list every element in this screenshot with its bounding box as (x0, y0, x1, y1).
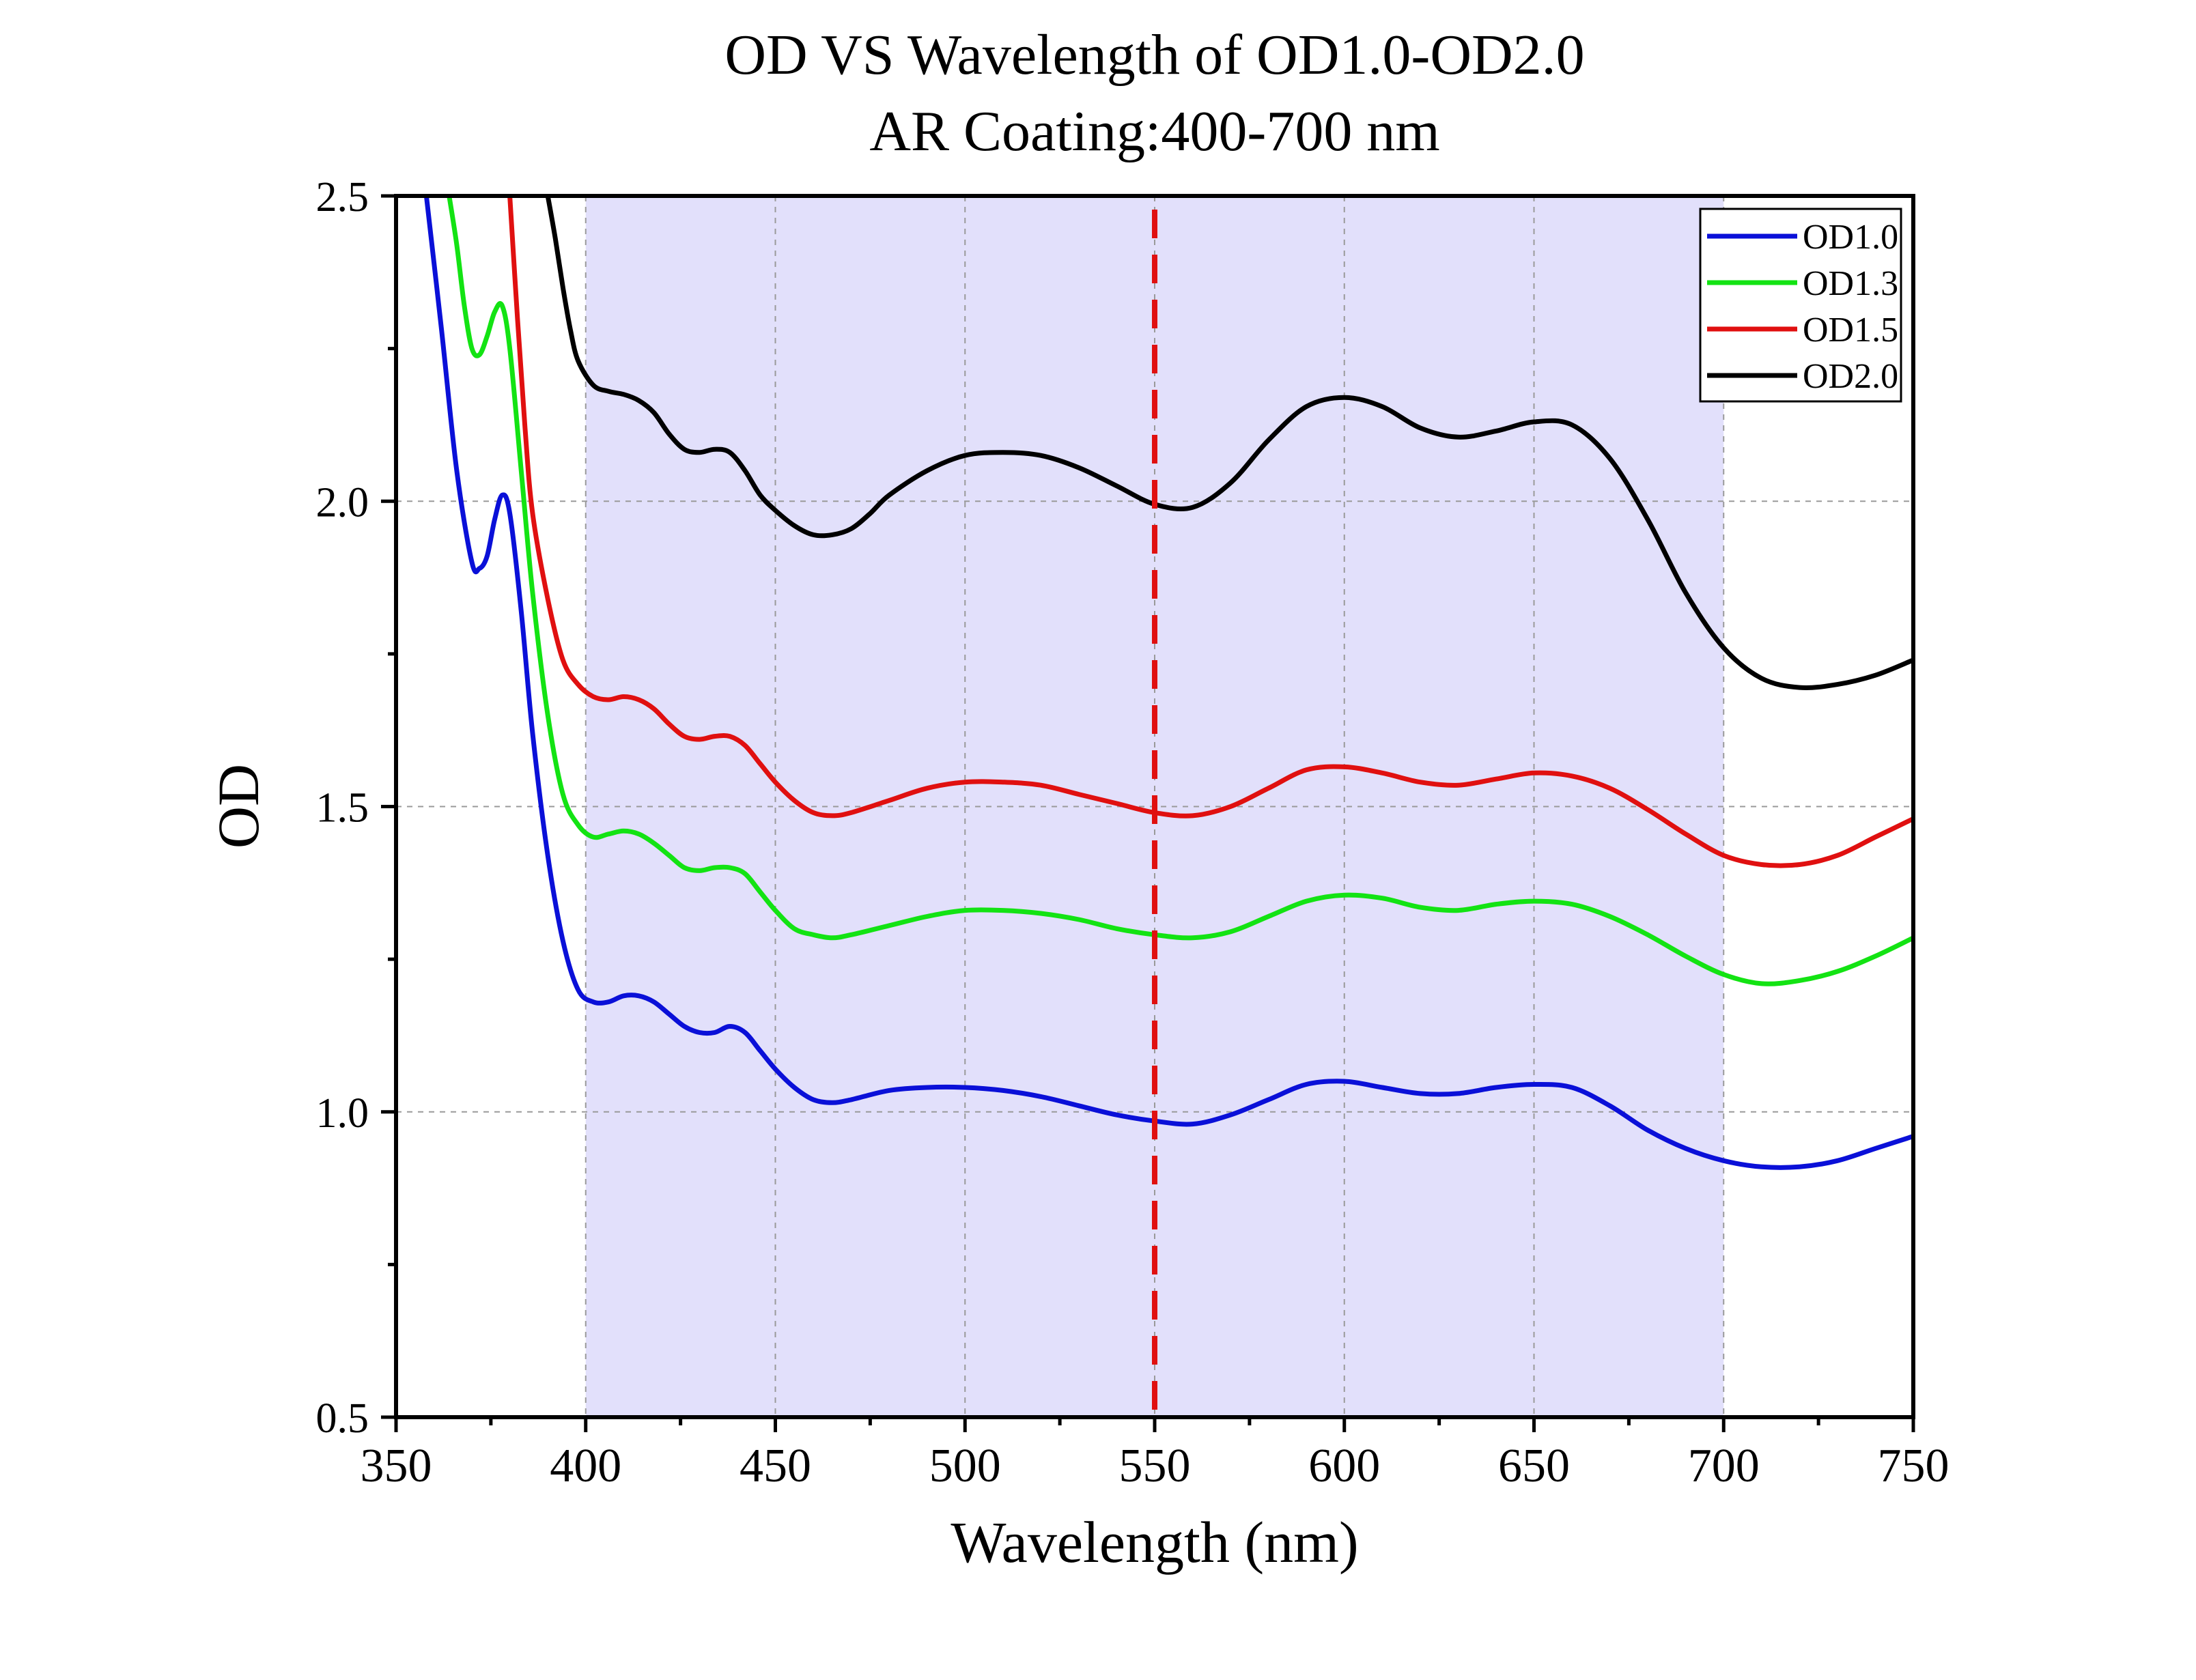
y-axis-label: OD (206, 764, 271, 849)
y-axis: 0.5 1.0 1.5 2.0 2.5 (316, 174, 396, 1442)
y-tick-label-2.5: 2.5 (316, 174, 369, 220)
x-tick-label-450: 450 (740, 1440, 811, 1492)
legend-label-od1-3: OD1.3 (1803, 264, 1898, 303)
y-tick-label-1.5: 1.5 (316, 785, 369, 831)
y-tick-label-0.5: 0.5 (316, 1395, 369, 1442)
series-line-od1-5 (507, 196, 1913, 868)
y-tick-label-1.0: 1.0 (316, 1090, 369, 1137)
legend-label-od2-0: OD2.0 (1803, 357, 1898, 396)
chart-title: OD VS Wavelength of OD1.0-OD2.0 (724, 23, 1584, 87)
x-tick-label-700: 700 (1688, 1440, 1760, 1492)
x-tick-label-400: 400 (550, 1440, 621, 1492)
y-tick-label-2.0: 2.0 (316, 479, 369, 526)
x-tick-label-500: 500 (929, 1440, 1001, 1492)
x-tick-label-350: 350 (361, 1440, 432, 1492)
legend-label-od1-0: OD1.0 (1803, 218, 1898, 257)
legend-box (1699, 208, 1902, 403)
series-line-od1-3 (447, 196, 1913, 986)
x-axis: 350 400 450 500 550 600 650 700 750 (361, 1417, 1949, 1492)
x-tick-label-650: 650 (1498, 1440, 1570, 1492)
legend: OD1.0 OD1.3 OD1.5 OD2.0 (1699, 208, 1902, 403)
x-axis-label: Wavelength (nm) (951, 1509, 1358, 1575)
series-line-od1-0 (423, 196, 1913, 1170)
chart-subtitle: AR Coating:400-700 nm (869, 100, 1439, 163)
x-tick-label-550: 550 (1119, 1440, 1191, 1492)
x-tick-label-750: 750 (1878, 1440, 1949, 1492)
x-tick-label-600: 600 (1308, 1440, 1380, 1492)
series-line-od2-0 (545, 196, 1913, 690)
series-layer (423, 196, 1913, 1170)
legend-label-od1-5: OD1.5 (1803, 311, 1898, 350)
